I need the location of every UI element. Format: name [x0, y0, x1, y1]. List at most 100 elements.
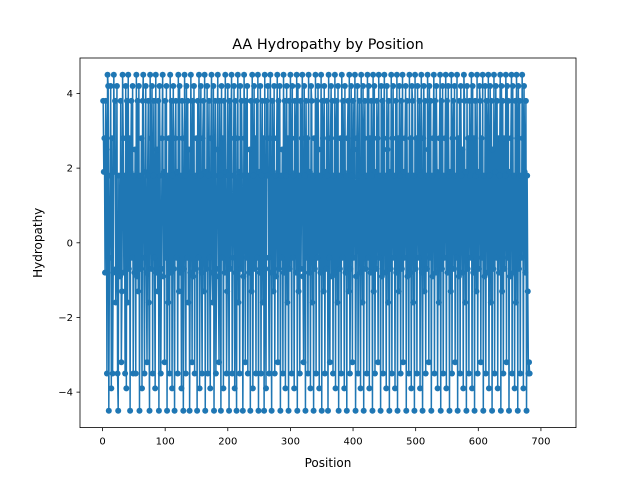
data-point — [260, 135, 267, 142]
data-point — [399, 71, 406, 78]
data-point — [397, 172, 404, 179]
data-point — [327, 135, 334, 142]
data-point — [292, 135, 299, 142]
data-point — [217, 172, 224, 179]
data-point — [521, 83, 528, 89]
data-point — [434, 385, 441, 392]
data-point — [115, 407, 122, 414]
data-point — [407, 135, 414, 142]
data-point — [139, 97, 146, 104]
data-point — [289, 83, 296, 89]
data-point — [333, 135, 340, 142]
data-point — [499, 288, 506, 295]
data-point — [438, 265, 445, 272]
data-point — [120, 269, 127, 276]
data-point — [447, 168, 454, 175]
data-point — [409, 97, 416, 104]
data-point — [405, 370, 412, 377]
data-point — [212, 370, 219, 377]
data-point — [112, 299, 119, 306]
data-point — [331, 269, 338, 276]
data-point — [427, 254, 434, 261]
data-point — [125, 71, 132, 78]
data-point — [234, 135, 241, 142]
data-point — [197, 83, 204, 89]
data-point — [392, 97, 399, 104]
data-point — [501, 265, 508, 272]
data-point — [410, 172, 417, 179]
data-point — [412, 265, 419, 272]
data-point — [155, 407, 162, 414]
data-point — [140, 71, 147, 78]
data-point — [102, 269, 109, 276]
data-point — [122, 370, 129, 377]
data-point — [386, 407, 393, 414]
data-point — [275, 97, 282, 104]
data-point — [300, 359, 307, 366]
data-point — [309, 172, 316, 179]
data-point — [394, 407, 401, 414]
data-point — [266, 370, 273, 377]
data-point — [440, 370, 447, 377]
data-point — [471, 407, 478, 414]
data-point — [359, 299, 366, 306]
data-point — [195, 71, 202, 78]
data-point — [263, 385, 269, 392]
data-point — [450, 97, 457, 104]
data-point — [242, 359, 249, 366]
data-point — [398, 265, 405, 272]
data-point — [455, 135, 462, 142]
data-point — [334, 299, 341, 306]
data-point — [241, 71, 248, 78]
data-point — [278, 254, 285, 261]
data-point — [360, 83, 367, 89]
data-point — [436, 135, 443, 142]
data-point — [192, 172, 199, 179]
data-point — [440, 172, 447, 179]
data-point — [418, 71, 425, 78]
data-point — [415, 254, 422, 261]
data-point — [206, 254, 213, 261]
data-point — [284, 135, 291, 142]
data-point — [285, 407, 292, 414]
data-point — [318, 407, 325, 414]
data-point — [442, 71, 449, 78]
data-point — [259, 299, 266, 306]
data-point — [137, 172, 144, 179]
data-point — [227, 135, 234, 142]
data-point — [453, 254, 460, 261]
data-point — [372, 168, 379, 175]
data-point — [425, 359, 432, 366]
data-point — [485, 385, 492, 392]
data-point — [214, 71, 221, 78]
data-point — [164, 407, 171, 414]
data-point — [405, 172, 412, 179]
data-point — [395, 288, 402, 295]
data-point — [226, 407, 233, 414]
data-point — [137, 265, 144, 272]
data-point — [237, 83, 244, 89]
data-point — [357, 385, 364, 392]
data-point — [166, 370, 173, 377]
data-point — [145, 299, 152, 306]
data-point — [500, 370, 507, 377]
data-point — [387, 168, 393, 175]
data-point — [456, 97, 463, 104]
data-point — [228, 71, 235, 78]
data-point — [235, 299, 242, 306]
data-point — [296, 172, 303, 179]
data-point — [477, 97, 484, 104]
data-point — [350, 254, 357, 261]
data-point — [138, 135, 145, 142]
data-point — [283, 83, 290, 89]
data-point — [478, 135, 485, 142]
data-point — [151, 254, 158, 261]
data-point — [179, 135, 186, 142]
data-point — [192, 265, 199, 272]
data-point — [246, 269, 253, 276]
data-point — [288, 370, 295, 377]
data-point — [315, 146, 322, 153]
data-point — [171, 407, 178, 414]
data-point — [133, 273, 140, 280]
data-point — [227, 265, 234, 272]
